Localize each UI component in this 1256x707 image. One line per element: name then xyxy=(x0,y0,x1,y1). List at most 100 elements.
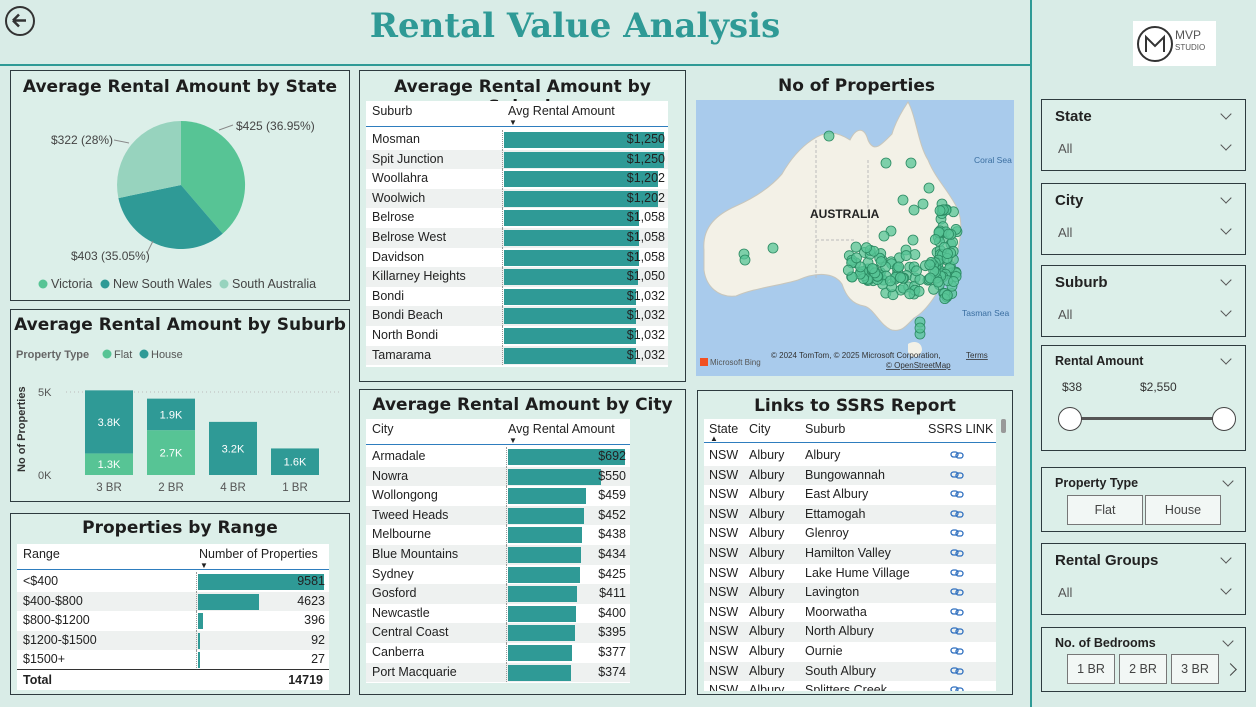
slicer-value[interactable]: All xyxy=(1058,141,1073,156)
option-house[interactable]: House xyxy=(1145,495,1221,525)
map-bubble[interactable] xyxy=(904,288,916,300)
map-bubble[interactable] xyxy=(823,130,835,142)
col-state[interactable]: State xyxy=(709,422,739,436)
link-icon[interactable] xyxy=(950,449,964,463)
map-bubble[interactable] xyxy=(850,241,862,253)
table-row[interactable]: North Bondi $1,032 xyxy=(366,326,668,346)
state-slicer[interactable]: State All xyxy=(1041,99,1246,171)
sort-icon[interactable]: ▼ xyxy=(509,436,517,445)
link-icon[interactable] xyxy=(950,684,964,691)
slicer-value[interactable]: All xyxy=(1058,307,1073,322)
map-bubble[interactable] xyxy=(880,157,892,169)
map-bubble[interactable] xyxy=(914,322,926,334)
table-row[interactable]: NSW Albury Albury xyxy=(704,446,996,466)
link-icon[interactable] xyxy=(950,547,964,561)
bar-segment[interactable] xyxy=(85,390,133,454)
table-row[interactable]: NSW Albury Lake Hume Village xyxy=(704,564,996,584)
option-flat[interactable]: Flat xyxy=(1067,495,1143,525)
sort-icon[interactable]: ▼ xyxy=(200,561,208,570)
map-bubble[interactable] xyxy=(934,205,946,216)
table-row[interactable]: Sydney $425 xyxy=(366,564,630,585)
map-bubble[interactable] xyxy=(913,285,925,297)
table-row[interactable]: Belrose $1,058 xyxy=(366,208,668,228)
chevron-down-icon[interactable] xyxy=(1220,108,1232,120)
pie-slice-nsw[interactable] xyxy=(118,185,223,250)
map-bubble[interactable] xyxy=(924,259,936,271)
bar-segment[interactable] xyxy=(209,421,257,475)
option-1br[interactable]: 1 BR xyxy=(1067,654,1115,684)
table-row[interactable]: NSW Albury Hamilton Valley xyxy=(704,544,996,564)
link-icon[interactable] xyxy=(950,567,964,581)
bar-segment[interactable] xyxy=(271,448,319,475)
bar-segment[interactable] xyxy=(147,398,195,431)
map-terms-link[interactable]: Terms xyxy=(966,351,988,360)
map-bubble[interactable] xyxy=(861,242,872,254)
table-row[interactable]: Canberra $377 xyxy=(366,643,630,663)
slider-handle-min[interactable] xyxy=(1058,407,1082,431)
chevron-down-icon[interactable] xyxy=(1220,305,1232,317)
table-row[interactable]: NSW Albury Ournie xyxy=(704,642,996,662)
legend-sa[interactable]: South Australia xyxy=(232,277,316,291)
bar-segment[interactable] xyxy=(147,430,195,475)
table-row[interactable]: $800-$1200 396 xyxy=(17,611,329,631)
table-row[interactable]: Wollongong $459 xyxy=(366,486,630,506)
table-row[interactable]: NSW Albury East Albury xyxy=(704,485,996,505)
map-bubble[interactable] xyxy=(884,275,896,287)
table-row[interactable]: Port Macquarie $374 xyxy=(366,662,630,683)
map-bubble[interactable] xyxy=(905,157,917,169)
bar-segment[interactable] xyxy=(85,453,133,475)
table-row[interactable]: Blue Mountains $434 xyxy=(366,545,630,565)
map-bubble[interactable] xyxy=(893,261,905,273)
link-icon[interactable] xyxy=(950,508,964,522)
legend-victoria[interactable]: Victoria xyxy=(51,277,93,291)
map-bubble[interactable] xyxy=(923,182,935,194)
col-number[interactable]: Number of Properties xyxy=(199,547,318,561)
table-row[interactable]: Tweed Heads $452 xyxy=(366,505,630,526)
link-icon[interactable] xyxy=(950,527,964,541)
slicer-value[interactable]: All xyxy=(1058,225,1073,240)
table-row[interactable]: NSW Albury Glenroy xyxy=(704,524,996,544)
table-row[interactable]: $400-$800 4623 xyxy=(17,591,329,612)
map-bubble[interactable] xyxy=(941,289,953,301)
option-3br[interactable]: 3 BR xyxy=(1171,654,1219,684)
link-icon[interactable] xyxy=(950,645,964,659)
col-city[interactable]: City xyxy=(749,422,771,436)
slider-track[interactable] xyxy=(1070,417,1224,420)
map-bubble[interactable] xyxy=(943,228,954,240)
link-icon[interactable] xyxy=(950,488,964,502)
col-suburb[interactable]: Suburb xyxy=(805,422,846,436)
legend-house[interactable]: House xyxy=(151,349,183,361)
table-row[interactable]: Mosman $1,250 xyxy=(366,130,668,150)
pie-slice-victoria[interactable] xyxy=(181,120,246,234)
link-icon[interactable] xyxy=(950,606,964,620)
link-icon[interactable] xyxy=(950,665,964,679)
map-bubble[interactable] xyxy=(895,272,906,283)
map-bubble[interactable] xyxy=(911,265,922,277)
col-range[interactable]: Range xyxy=(23,547,60,561)
table-row[interactable]: Newcastle $400 xyxy=(366,603,630,624)
table-row[interactable]: $1500+ 27 xyxy=(17,650,329,670)
map-bubble[interactable] xyxy=(739,254,751,266)
table-row[interactable]: NSW Albury Moorwatha xyxy=(704,603,996,623)
chevron-down-icon[interactable] xyxy=(1220,552,1232,564)
map-bubble[interactable] xyxy=(907,234,919,246)
map-bubble[interactable] xyxy=(942,248,953,259)
col-city[interactable]: City xyxy=(372,422,394,436)
rental-groups-slicer[interactable]: Rental Groups All xyxy=(1041,543,1246,615)
slider-handle-max[interactable] xyxy=(1212,407,1236,431)
table-row[interactable]: Gosford $411 xyxy=(366,584,630,604)
table-row[interactable]: Armadale $692 xyxy=(366,447,630,467)
link-icon[interactable] xyxy=(950,469,964,483)
legend-flat[interactable]: Flat xyxy=(114,349,132,361)
table-row[interactable]: NSW Albury North Albury xyxy=(704,622,996,642)
map-visual[interactable]: AUSTRALIA Coral Sea Tasman Sea Microsoft… xyxy=(696,100,1014,376)
table-row[interactable]: $1200-$1500 92 xyxy=(17,630,329,651)
sort-icon[interactable]: ▼ xyxy=(509,118,517,127)
chevron-down-icon[interactable] xyxy=(1220,583,1232,595)
col-avg[interactable]: Avg Rental Amount xyxy=(508,422,615,436)
chevron-down-icon[interactable] xyxy=(1220,353,1232,365)
map-osm-link[interactable]: © OpenStreetMap xyxy=(886,361,951,370)
col-ssrs-link[interactable]: SSRS LINK xyxy=(928,422,994,436)
map-bubble[interactable] xyxy=(929,234,941,245)
map-bubble[interactable] xyxy=(875,256,887,268)
